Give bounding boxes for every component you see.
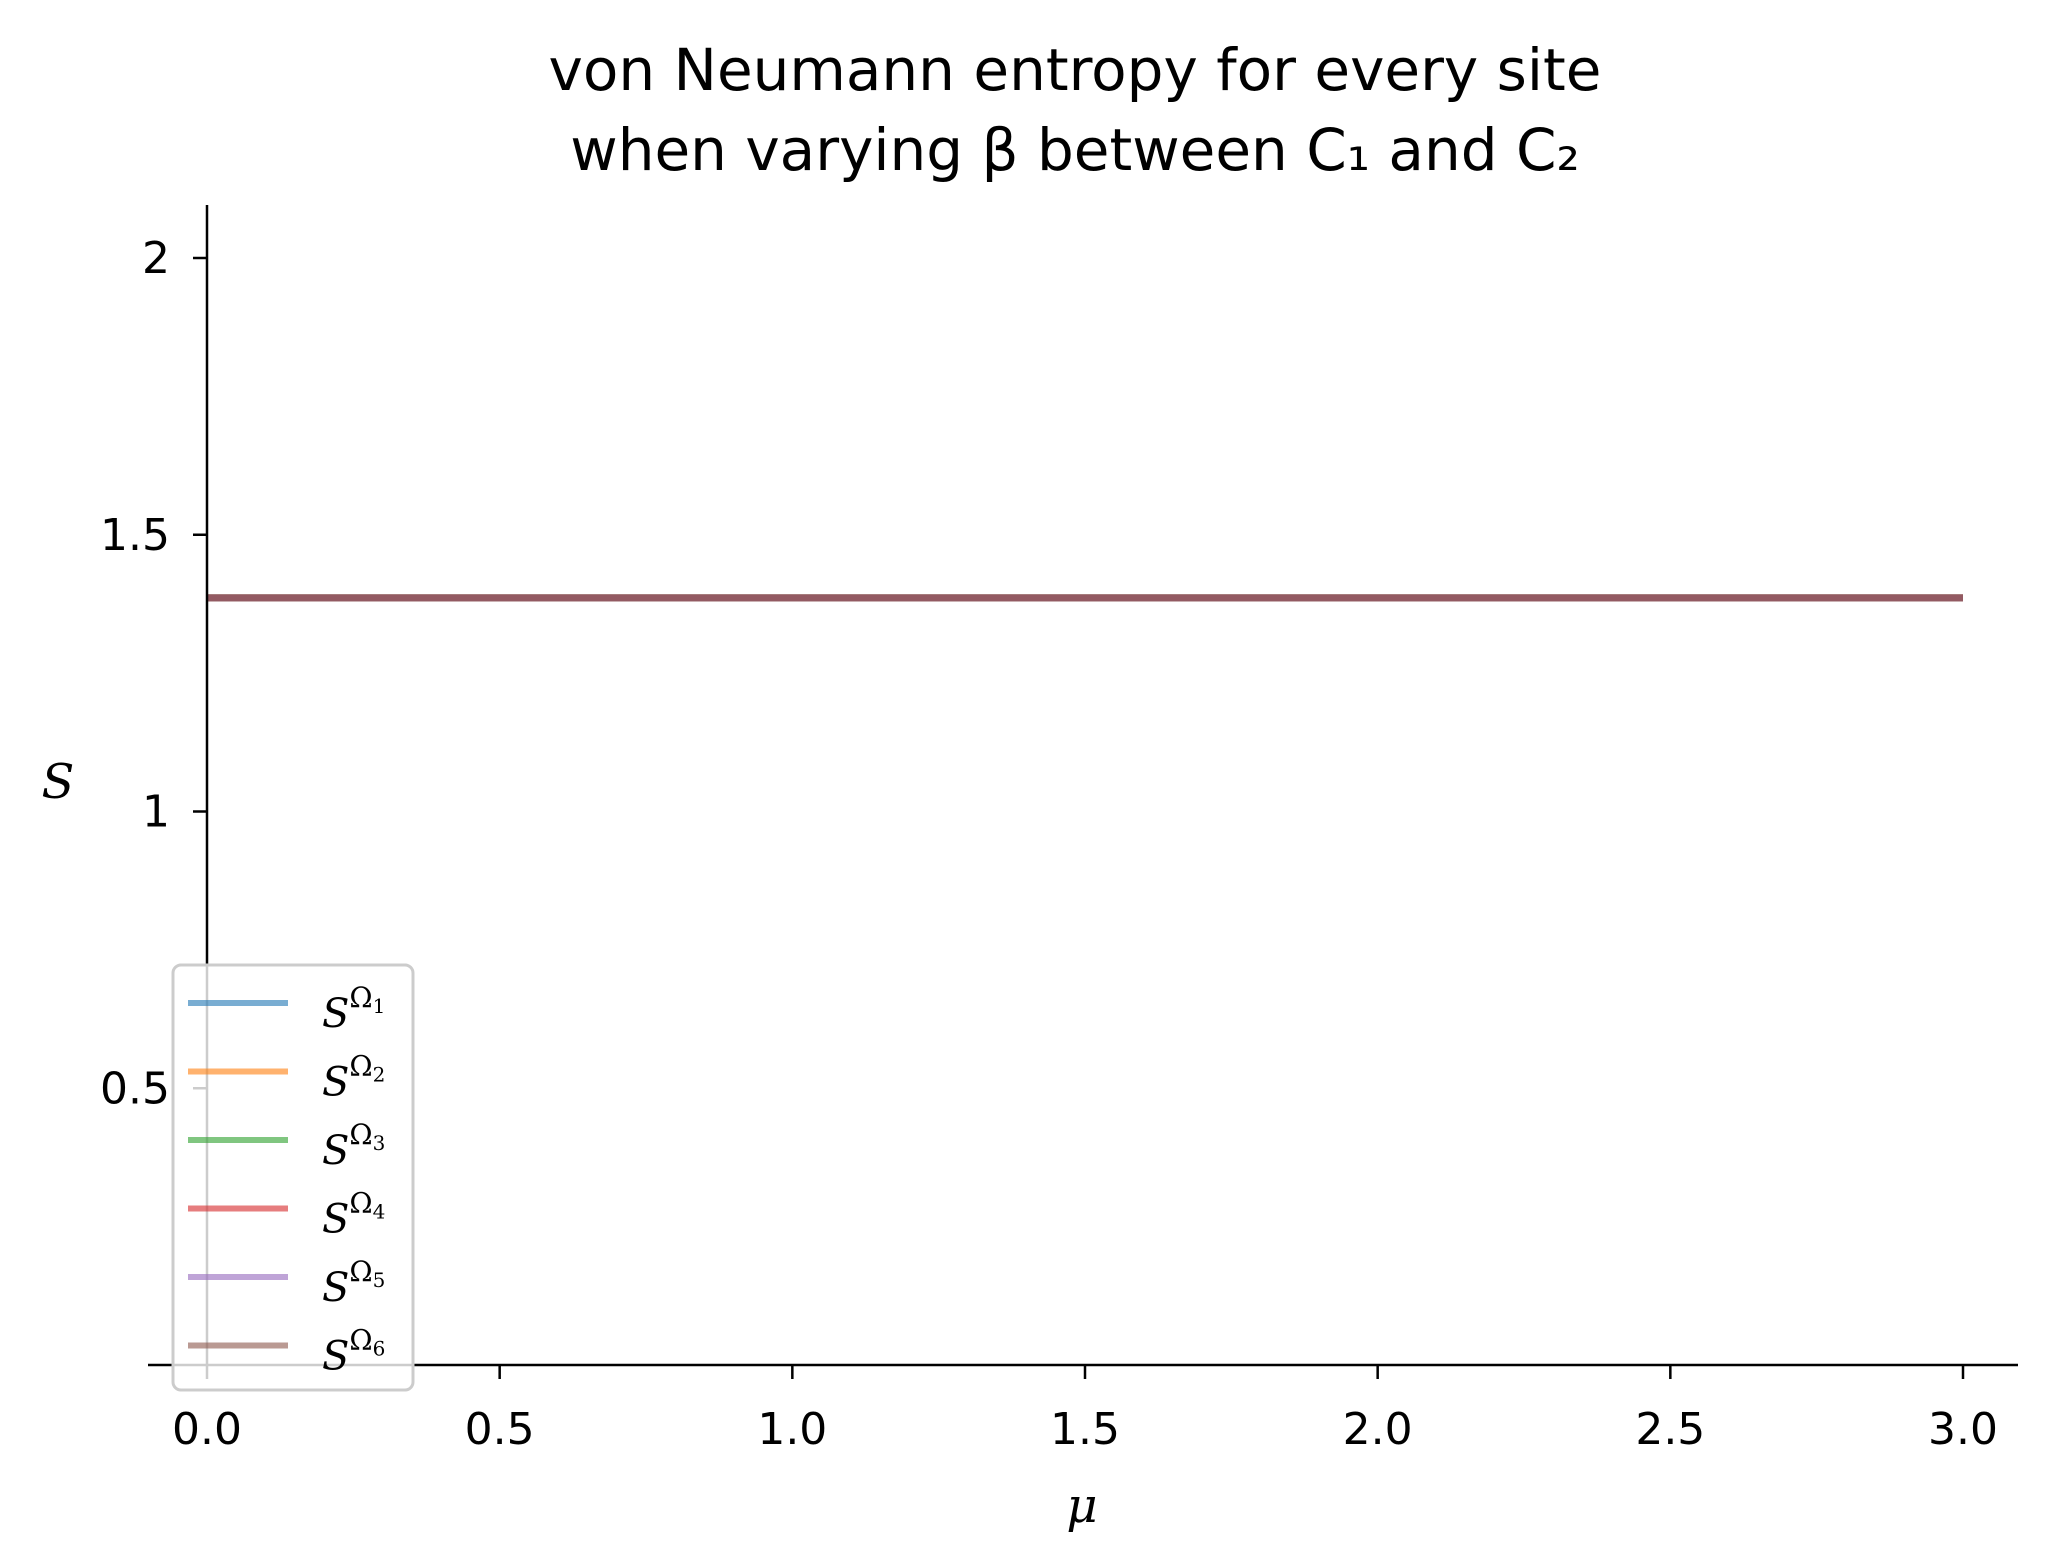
x-tick-label-2: 1.0 bbox=[757, 1404, 827, 1455]
legend: SΩ1 SΩ2 SΩ3 SΩ4 SΩ5 SΩ6 bbox=[171, 963, 415, 1392]
x-tick-label-4: 2.0 bbox=[1343, 1404, 1413, 1455]
y-tick-label-3: 2 bbox=[142, 233, 170, 284]
legend-label-2: SΩ2 bbox=[322, 1050, 385, 1106]
y-axis-label: S bbox=[42, 754, 75, 810]
x-tick-label-6: 3.0 bbox=[1928, 1404, 1998, 1455]
chart-title: von Neumann entropy for every site when … bbox=[549, 36, 1602, 184]
x-tick-label-1: 0.5 bbox=[465, 1404, 535, 1455]
y-tick-label-1: 1 bbox=[142, 787, 170, 838]
legend-label-6: SΩ6 bbox=[322, 1324, 385, 1380]
x-axis-label: μ bbox=[1066, 1478, 1097, 1534]
legend-box bbox=[171, 963, 415, 1392]
legend-label-1: SΩ1 bbox=[322, 981, 385, 1037]
x-tick-label-0: 0.0 bbox=[172, 1404, 242, 1455]
legend-label-4: SΩ4 bbox=[322, 1187, 385, 1243]
x-tick-label-3: 1.5 bbox=[1050, 1404, 1120, 1455]
legend-label-5: SΩ5 bbox=[322, 1255, 385, 1311]
axes: 0.0 0.5 1.0 1.5 2.0 2.5 3.0 0.5 1 1.5 2 bbox=[100, 205, 2018, 1455]
legend-label-3: SΩ3 bbox=[322, 1118, 385, 1174]
y-tick-label-0: 0.5 bbox=[100, 1063, 170, 1114]
y-tick-label-2: 1.5 bbox=[100, 510, 170, 561]
chart-title-line-1: von Neumann entropy for every site bbox=[549, 36, 1602, 104]
chart-title-line-2: when varying β between C₁ and C₂ bbox=[570, 116, 1579, 184]
x-tick-label-5: 2.5 bbox=[1635, 1404, 1705, 1455]
